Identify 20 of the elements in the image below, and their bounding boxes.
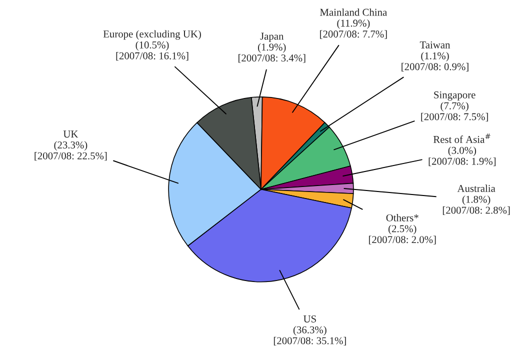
- data-label: (3.0%) [2007/08: 1.9%]: [428, 146, 496, 166]
- data-label: (7.7%) [2007/08: 7.5%]: [421, 102, 488, 122]
- data-label: (1.1%) [2007/08: 0.9%]: [402, 52, 468, 72]
- slice-label: Japan: [260, 32, 284, 42]
- slice-label: UK: [63, 130, 78, 138]
- slice-label: US: [304, 315, 316, 322]
- slice-label: Taiwan: [420, 41, 450, 48]
- data-label: (1.9%) [2007/08: 3.4%]: [238, 43, 306, 63]
- slice-label: Europe (excluding UK): [103, 30, 201, 40]
- data-label: (10.5%) [2007/08: 16.1%]: [116, 41, 188, 61]
- data-label: (11.9%) [2007/08: 7.7%]: [320, 19, 387, 39]
- data-label: (2.5%) [2007/08: 2.0%]: [369, 224, 436, 244]
- data-label: (23.3%) [2007/08: 22.5%]: [34, 141, 107, 161]
- slice-label: Australia: [457, 184, 496, 192]
- data-label: (36.3%) [2007/08: 35.1%]: [274, 326, 346, 346]
- data-label: (1.8%) [2007/08: 2.8%]: [442, 196, 510, 216]
- slice-label: Others*: [386, 214, 418, 222]
- slice-label: Singapore: [434, 91, 476, 101]
- slice-label: Rest of Asia$^{#}$: [433, 134, 490, 143]
- slice-label: Mainland China: [320, 8, 387, 16]
